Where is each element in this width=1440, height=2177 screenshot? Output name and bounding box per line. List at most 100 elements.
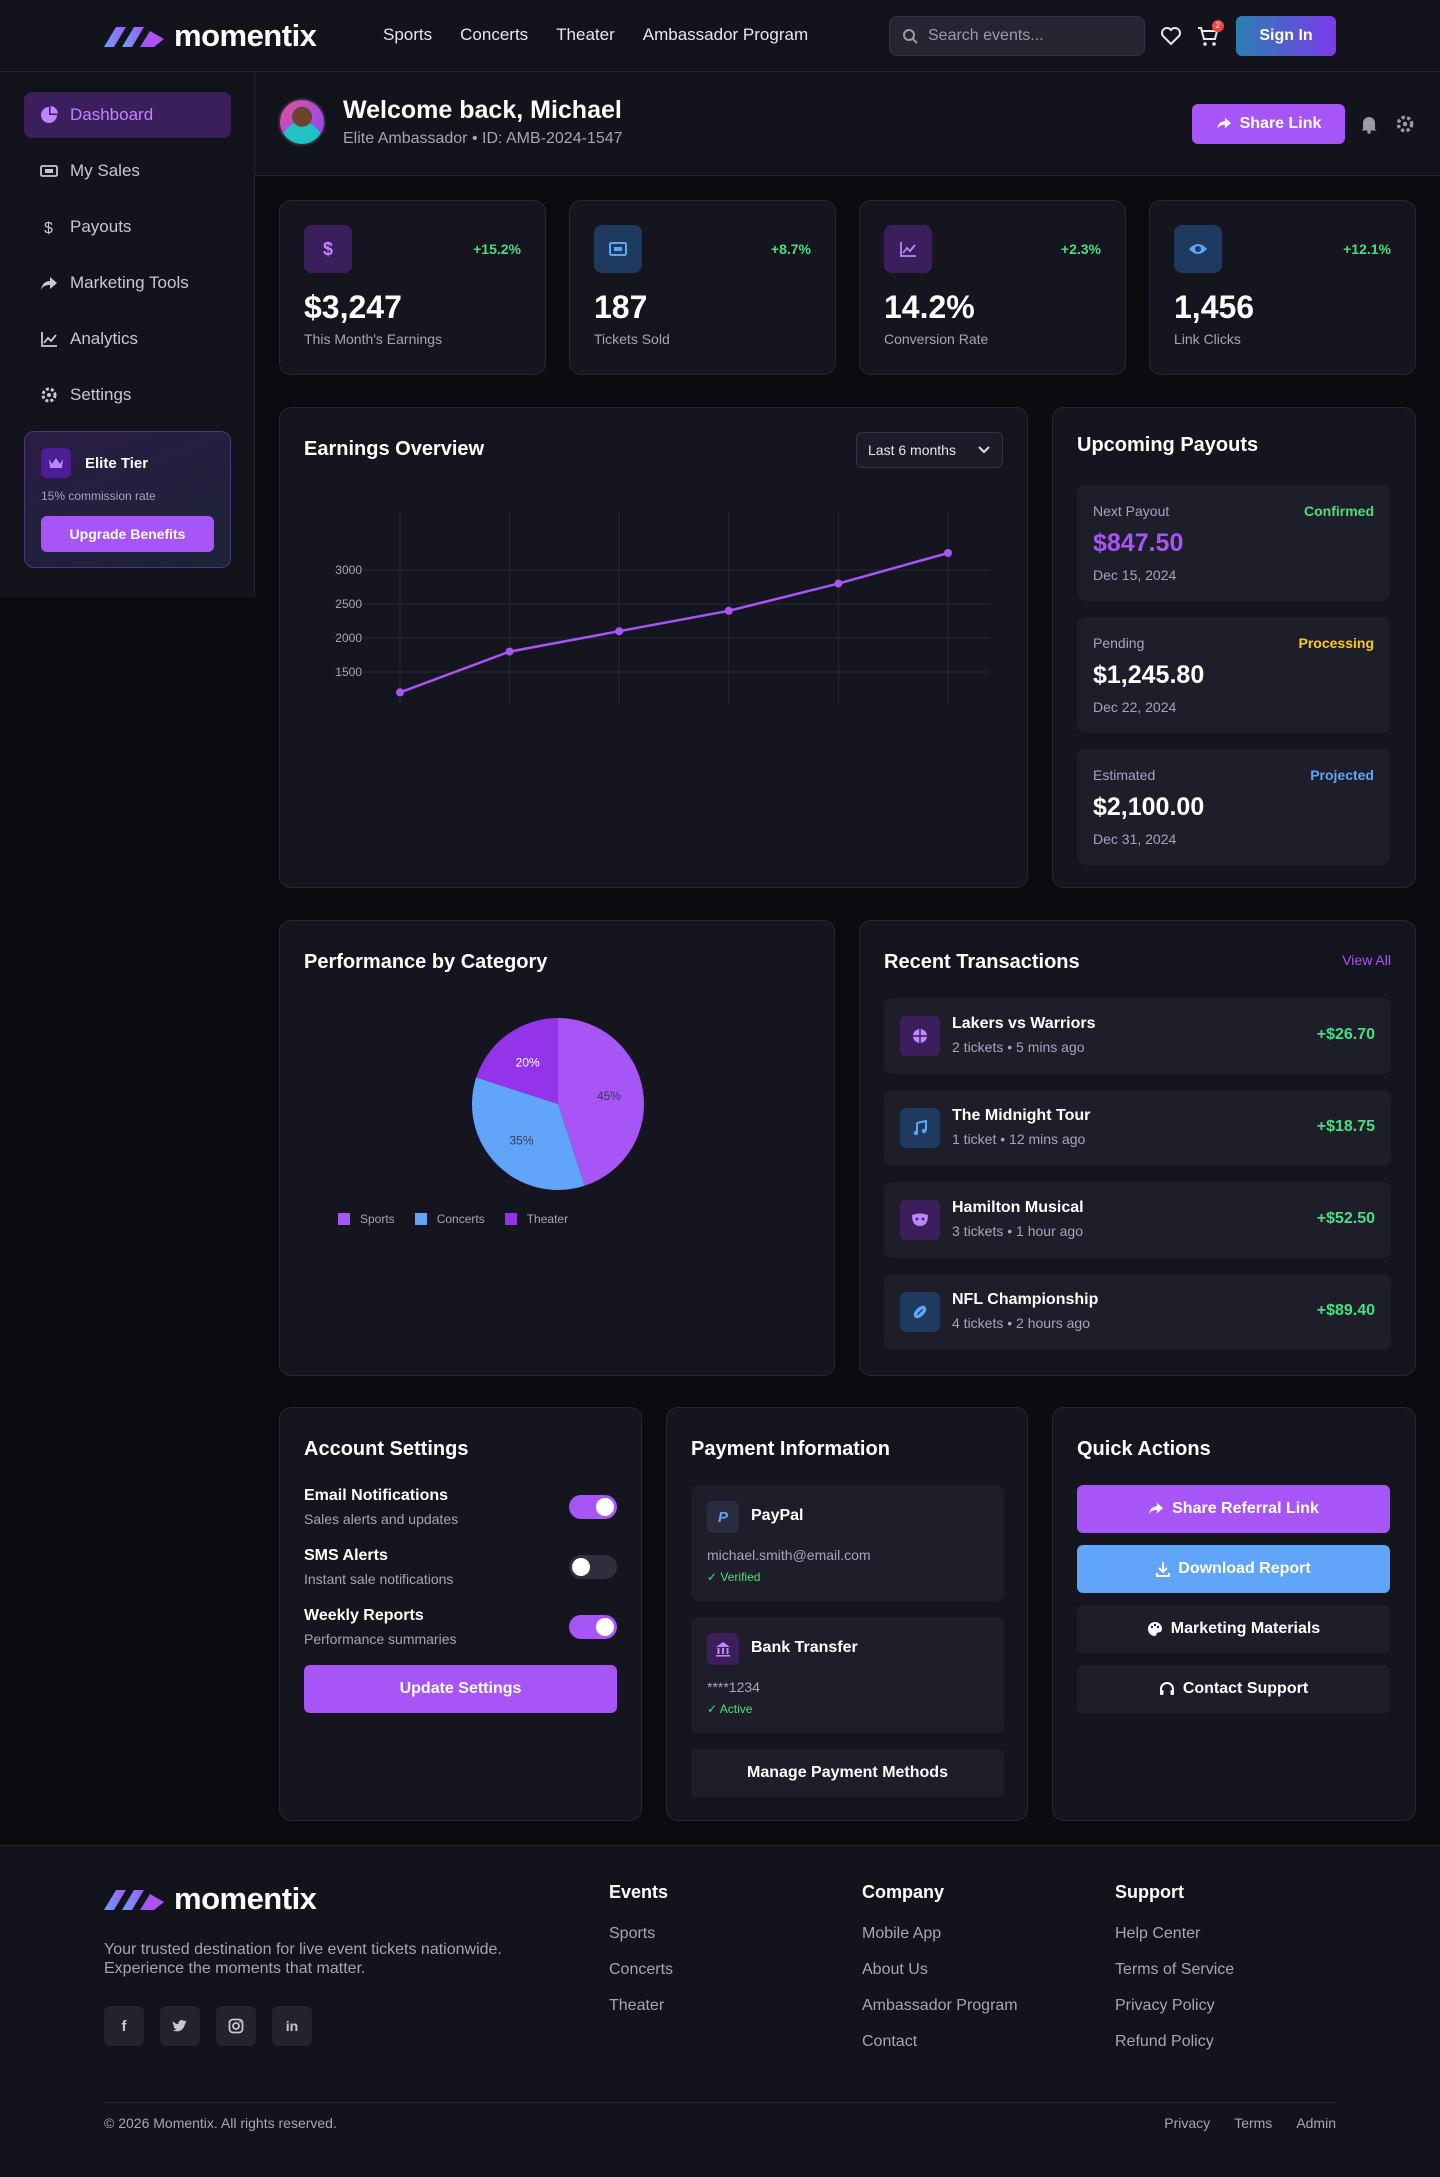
nav-concerts[interactable]: Concerts: [460, 25, 529, 44]
transaction-row[interactable]: Lakers vs Warriors 2 tickets • 5 mins ag…: [884, 998, 1391, 1074]
data-point: [396, 688, 404, 697]
footer-column-support: Support Help Center Terms of Service Pri…: [1115, 1882, 1234, 2069]
gear-icon[interactable]: [1395, 114, 1415, 134]
heart-icon[interactable]: [1159, 24, 1183, 48]
setting-title: Email Notifications: [304, 1487, 449, 1504]
sidebar-item-analytics[interactable]: Analytics: [24, 316, 231, 362]
footer-link[interactable]: Terms of Service: [1115, 1961, 1235, 1978]
setting-subtitle: Instant sale notifications: [304, 1571, 454, 1587]
elite-tier-card: Elite Tier 15% commission rate Upgrade B…: [24, 431, 231, 568]
footer-link[interactable]: Contact: [862, 2033, 918, 2050]
footer-column-company: Company Mobile App About Us Ambassador P…: [862, 1882, 1018, 2069]
top-header: momentix Sports Concerts Theater Ambassa…: [0, 0, 1440, 72]
transaction-amount: +$26.70: [1316, 1026, 1375, 1043]
site-footer: momentix Your trusted destination for li…: [0, 1845, 1440, 2177]
logo[interactable]: momentix: [104, 18, 317, 54]
manage-payment-methods-button[interactable]: Manage Payment Methods: [691, 1749, 1004, 1797]
logo-text: momentix: [174, 18, 317, 53]
setting-weekly-reports: Weekly Reports Performance summaries: [304, 1607, 617, 1655]
linkedin-icon[interactable]: in: [272, 2006, 312, 2046]
footer-link[interactable]: Theater: [609, 1997, 665, 2014]
copyright: © 2026 Momentix. All rights reserved.: [104, 2115, 337, 2131]
payout-amount: $2,100.00: [1093, 793, 1205, 821]
range-select[interactable]: Last 6 months: [856, 432, 1003, 468]
search-input[interactable]: [928, 27, 1128, 45]
sign-in-button[interactable]: Sign In: [1236, 16, 1336, 56]
facebook-icon[interactable]: f: [104, 2006, 144, 2046]
payment-method[interactable]: P PayPal michael.smith@email.com ✓ Verif…: [691, 1485, 1004, 1601]
footer-link[interactable]: About Us: [862, 1961, 928, 1978]
transaction-row[interactable]: The Midnight Tour 1 ticket • 12 mins ago…: [884, 1090, 1391, 1166]
legal-link-privacy[interactable]: Privacy: [1164, 2115, 1211, 2131]
chart-line-icon: [884, 225, 932, 273]
legal-link-admin[interactable]: Admin: [1296, 2115, 1336, 2131]
footer-link[interactable]: Refund Policy: [1115, 2033, 1214, 2050]
payout-amount: $847.50: [1093, 529, 1184, 557]
contact-support-button[interactable]: Contact Support: [1077, 1665, 1390, 1713]
sidebar-item-my-sales[interactable]: My Sales: [24, 148, 231, 194]
sidebar-item-marketing-tools[interactable]: Marketing Tools: [24, 260, 231, 306]
y-tick-label: 1500: [335, 665, 362, 679]
setting-title: Weekly Reports: [304, 1607, 424, 1624]
payment-method-detail: michael.smith@email.com: [707, 1547, 871, 1563]
footer-logo[interactable]: momentix: [104, 1881, 317, 1917]
update-settings-button[interactable]: Update Settings: [304, 1665, 617, 1713]
share-link-button[interactable]: Share Link: [1192, 104, 1345, 144]
earnings-line-chart: 1500200025003000JulAugSepOctNovDec: [334, 512, 990, 704]
footer-link[interactable]: Concerts: [609, 1961, 674, 1978]
data-point: [834, 579, 843, 588]
twitter-icon[interactable]: [160, 2006, 200, 2046]
ambassador-id: Elite Ambassador • ID: AMB-2024-1547: [343, 130, 623, 147]
sidebar-item-payouts[interactable]: $ Payouts: [24, 204, 231, 250]
footer-link[interactable]: Sports: [609, 1925, 656, 1942]
avatar[interactable]: [278, 98, 326, 146]
stat-value: 1,456: [1174, 289, 1255, 325]
sidebar-item-settings[interactable]: Settings: [24, 372, 231, 418]
legal-link-terms[interactable]: Terms: [1234, 2115, 1273, 2131]
marketing-materials-button[interactable]: Marketing Materials: [1077, 1605, 1390, 1653]
music-icon: [900, 1108, 940, 1148]
pie-slice-theater: [476, 1018, 558, 1104]
nav-theater[interactable]: Theater: [556, 25, 615, 44]
gear-icon: [41, 387, 57, 403]
payment-title: Payment Information: [691, 1438, 890, 1460]
ticket-icon: [40, 165, 58, 177]
footer-link[interactable]: Help Center: [1115, 1925, 1201, 1942]
sidebar: Dashboard My Sales $ Payouts Marketing T…: [0, 72, 255, 597]
payout-item[interactable]: Next Payout Confirmed $847.50 Dec 15, 20…: [1077, 485, 1390, 601]
transaction-row[interactable]: Hamilton Musical 3 tickets • 1 hour ago …: [884, 1182, 1391, 1258]
data-point: [505, 647, 514, 656]
button-label: Contact Support: [1182, 1680, 1309, 1697]
bell-icon[interactable]: [1359, 114, 1379, 134]
weekly-reports-toggle[interactable]: [569, 1615, 617, 1639]
quick-actions-card: Quick Actions Share Referral Link Downlo…: [1052, 1407, 1416, 1821]
payout-item[interactable]: Pending Processing $1,245.80 Dec 22, 202…: [1077, 617, 1390, 733]
cart-button[interactable]: 2: [1196, 20, 1224, 48]
nav-sports[interactable]: Sports: [383, 25, 433, 44]
payment-information-card: Payment Information P PayPal michael.smi…: [666, 1407, 1028, 1821]
share-link-label: Share Link: [1239, 115, 1322, 132]
transaction-meta: 1 ticket • 12 mins ago: [952, 1131, 1086, 1147]
payout-item[interactable]: Estimated Projected $2,100.00 Dec 31, 20…: [1077, 749, 1390, 865]
nav-ambassador-program[interactable]: Ambassador Program: [642, 25, 809, 44]
transaction-row[interactable]: NFL Championship 4 tickets • 2 hours ago…: [884, 1274, 1391, 1350]
pie-slice-label: 45%: [597, 1089, 621, 1103]
email-notifications-toggle[interactable]: [569, 1495, 617, 1519]
payout-amount: $1,245.80: [1093, 661, 1205, 689]
footer-tagline: Your trusted destination for live event …: [104, 1941, 502, 1977]
chevron-down-icon: [978, 446, 990, 454]
download-report-button[interactable]: Download Report: [1077, 1545, 1390, 1593]
payment-method[interactable]: Bank Transfer ****1234 ✓ Active: [691, 1617, 1004, 1733]
footer-link[interactable]: Mobile App: [862, 1925, 942, 1942]
sms-alerts-toggle[interactable]: [569, 1555, 617, 1579]
instagram-icon[interactable]: [216, 2006, 256, 2046]
transaction-name: Hamilton Musical: [952, 1199, 1084, 1216]
eye-icon: [1174, 225, 1222, 273]
view-all-link[interactable]: View All: [1342, 952, 1391, 968]
sidebar-item-dashboard[interactable]: Dashboard: [24, 92, 231, 138]
setting-subtitle: Sales alerts and updates: [304, 1511, 459, 1527]
footer-link[interactable]: Ambassador Program: [862, 1997, 1018, 2014]
upgrade-benefits-button[interactable]: Upgrade Benefits: [41, 516, 214, 552]
footer-link[interactable]: Privacy Policy: [1115, 1997, 1215, 2014]
share-referral-link-button[interactable]: Share Referral Link: [1077, 1485, 1390, 1533]
